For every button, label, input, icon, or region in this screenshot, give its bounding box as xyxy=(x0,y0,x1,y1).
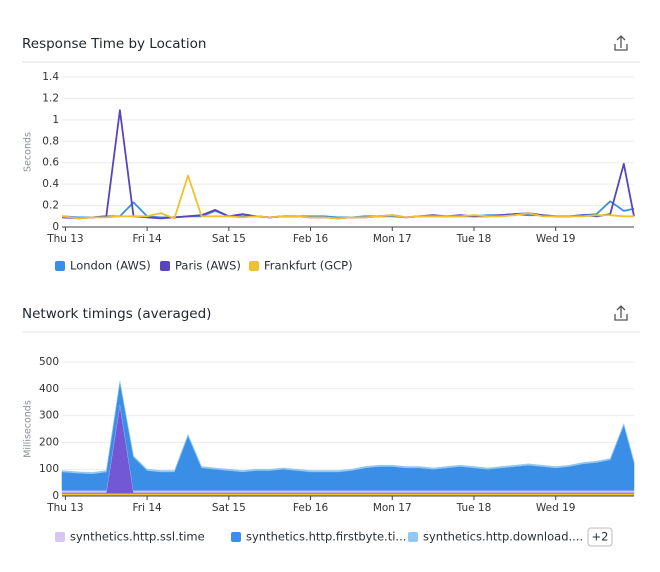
y-tick-label: 200 xyxy=(39,436,59,448)
x-tick-label: Mon 17 xyxy=(373,233,412,245)
y-tick-label: 1.4 xyxy=(42,71,59,83)
y-tick-label: 1 xyxy=(52,114,59,126)
legend-swatch xyxy=(408,532,418,542)
x-tick-label: Thu 13 xyxy=(46,502,83,514)
legend-more-button[interactable] xyxy=(587,527,613,547)
x-tick-label: Sat 15 xyxy=(212,233,246,245)
y-tick-label: 500 xyxy=(39,356,59,368)
legend-label: Paris (AWS) xyxy=(175,259,241,273)
x-tick-label: Wed 19 xyxy=(536,233,576,245)
legend-swatch xyxy=(55,261,65,271)
chart-title: Response Time by Location xyxy=(22,36,206,52)
y-axis-label: Seconds xyxy=(23,132,34,172)
x-tick-label: Wed 19 xyxy=(536,502,576,514)
x-tick-label: Fri 14 xyxy=(133,233,163,245)
series-line xyxy=(61,174,634,220)
x-tick-label: Fri 14 xyxy=(133,502,163,514)
y-tick-label: 0.8 xyxy=(42,135,59,147)
y-tick-label: 300 xyxy=(39,410,59,422)
plot-area xyxy=(61,380,635,497)
x-tick-label: Tue 18 xyxy=(456,502,492,514)
y-tick-label: 0.2 xyxy=(42,200,59,212)
y-tick-label: 0.6 xyxy=(42,157,59,169)
x-tick-label: Sat 15 xyxy=(212,502,246,514)
export-button[interactable] xyxy=(614,35,628,51)
x-tick-label: Feb 16 xyxy=(293,502,329,514)
y-tick-label: 400 xyxy=(39,383,59,395)
plot-area xyxy=(61,109,635,220)
legend-label: Frankfurt (GCP) xyxy=(264,259,353,273)
legend-swatch xyxy=(249,261,259,271)
legend-more-label: +2 xyxy=(592,530,609,544)
legend-swatch xyxy=(231,532,241,542)
chart-title: Network timings (averaged) xyxy=(22,306,211,322)
series-area xyxy=(61,380,635,475)
y-tick-label: 100 xyxy=(39,463,59,475)
legend-label: synthetics.http.firstbyte.ti... xyxy=(246,530,406,544)
y-tick-label: 0 xyxy=(52,490,59,502)
y-tick-label: 0.4 xyxy=(42,178,59,190)
legend-label: synthetics.http.ssl.time xyxy=(70,530,205,544)
x-tick-label: Tue 18 xyxy=(456,233,492,245)
export-button[interactable] xyxy=(614,305,628,321)
legend-swatch xyxy=(160,261,170,271)
x-tick-label: Mon 17 xyxy=(373,502,412,514)
y-axis-label: Milliseconds xyxy=(23,400,34,458)
y-tick-label: 1.2 xyxy=(42,92,59,104)
x-tick-label: Thu 13 xyxy=(46,233,83,245)
x-tick-label: Feb 16 xyxy=(293,233,329,245)
legend-label: London (AWS) xyxy=(70,259,151,273)
legend-swatch xyxy=(55,532,65,542)
y-tick-label: 0 xyxy=(52,221,59,233)
legend-label: synthetics.http.download.... xyxy=(423,530,583,544)
